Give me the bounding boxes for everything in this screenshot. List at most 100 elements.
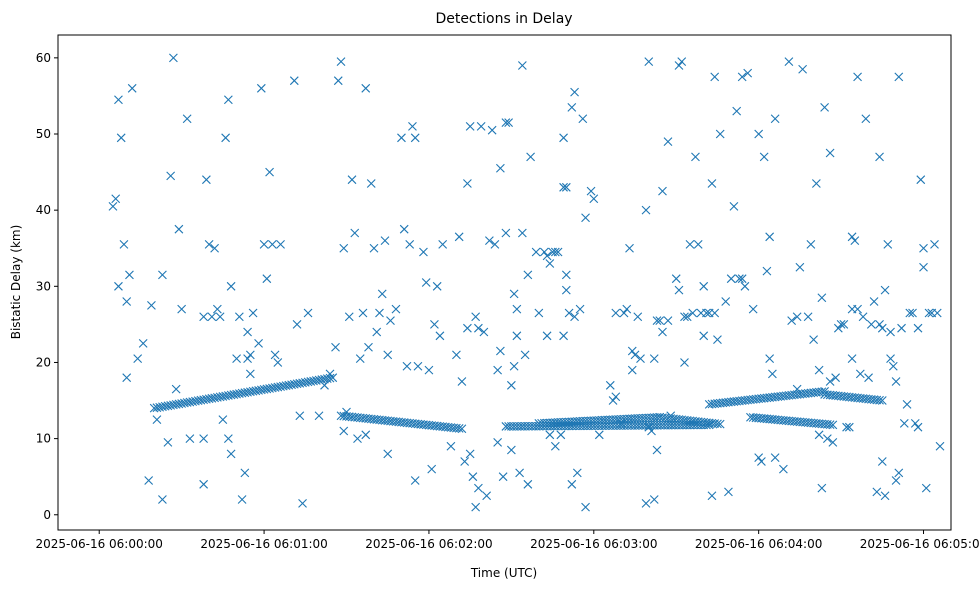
- data-point: [553, 247, 563, 257]
- data-point: [501, 118, 511, 127]
- data-point: [715, 419, 725, 429]
- data-point: [853, 304, 862, 314]
- data-point: [809, 335, 819, 345]
- data-point: [663, 137, 673, 147]
- data-point: [627, 346, 637, 356]
- data-point: [339, 426, 349, 436]
- y-tick-label: 0: [43, 508, 51, 522]
- data-point: [215, 312, 225, 322]
- data-point: [545, 430, 555, 440]
- data-point: [875, 319, 884, 329]
- data-point: [199, 434, 209, 444]
- data-point: [883, 240, 893, 249]
- data-point: [171, 384, 181, 394]
- data-point: [875, 152, 884, 162]
- data-point: [509, 289, 519, 299]
- data-point: [735, 274, 744, 284]
- data-point: [506, 380, 516, 390]
- y-tick-label: 20: [36, 355, 51, 369]
- data-point: [276, 240, 285, 249]
- data-point: [421, 278, 431, 287]
- data-point: [699, 331, 709, 341]
- data-point: [344, 312, 354, 322]
- data-point: [567, 102, 577, 112]
- data-point: [658, 327, 667, 337]
- data-point: [787, 316, 797, 325]
- data-point: [688, 308, 698, 318]
- chart-title: Detections in Delay: [435, 11, 572, 27]
- data-point: [342, 407, 351, 417]
- data-point: [792, 384, 802, 394]
- data-point: [847, 232, 857, 242]
- x-tick-label: 2025-06-16 06:01:00: [200, 537, 327, 551]
- data-point: [435, 331, 445, 341]
- data-point: [743, 68, 753, 78]
- data-point: [913, 323, 923, 333]
- data-point: [811, 179, 821, 188]
- data-point: [273, 358, 283, 367]
- data-point: [550, 247, 560, 257]
- data-point: [468, 472, 478, 482]
- data-point: [512, 331, 522, 341]
- data-point: [589, 194, 599, 204]
- data-point: [366, 179, 376, 188]
- data-point: [372, 327, 382, 337]
- data-point: [243, 354, 252, 364]
- data-point: [446, 441, 456, 451]
- data-point: [737, 72, 747, 82]
- data-point: [611, 392, 621, 402]
- data-point: [570, 312, 579, 322]
- data-point: [270, 350, 280, 360]
- y-tick-label: 10: [36, 432, 51, 446]
- data-point: [212, 304, 222, 314]
- data-point: [325, 373, 335, 383]
- data-point: [221, 133, 230, 143]
- data-point: [737, 274, 747, 284]
- data-point: [474, 323, 483, 333]
- data-point: [611, 308, 621, 318]
- data-point: [207, 312, 217, 322]
- data-point: [707, 179, 717, 188]
- data-point: [932, 308, 942, 318]
- data-point: [182, 114, 192, 124]
- data-point: [474, 483, 483, 493]
- data-point: [880, 285, 890, 295]
- data-point: [147, 300, 156, 310]
- data-point: [817, 293, 827, 303]
- data-point: [303, 308, 313, 318]
- data-point: [210, 243, 220, 253]
- data-point: [877, 396, 887, 405]
- data-point: [542, 331, 552, 341]
- data-point: [702, 308, 711, 318]
- data-point: [204, 240, 214, 249]
- data-point: [520, 350, 530, 360]
- data-point: [567, 479, 577, 489]
- data-point: [682, 312, 692, 322]
- data-point: [223, 95, 233, 105]
- data-point: [894, 72, 904, 82]
- data-point: [495, 163, 505, 173]
- data-point: [122, 297, 132, 306]
- data-point: [715, 129, 725, 139]
- data-point: [245, 350, 255, 360]
- data-point: [833, 323, 843, 333]
- data-point: [325, 369, 335, 379]
- data-point: [875, 395, 884, 405]
- data-point: [328, 373, 338, 383]
- data-point: [908, 308, 917, 318]
- data-point: [380, 236, 390, 246]
- y-tick-label: 30: [36, 279, 51, 293]
- data-point: [254, 339, 263, 348]
- data-point: [152, 415, 162, 424]
- data-point: [504, 118, 514, 127]
- data-point: [677, 57, 687, 67]
- data-point: [858, 312, 868, 322]
- data-point: [921, 483, 931, 493]
- data-point: [114, 95, 123, 105]
- data-point: [866, 319, 876, 329]
- data-point: [361, 430, 371, 440]
- x-axis-label: Time (UTC): [470, 566, 537, 580]
- data-point: [550, 441, 560, 451]
- data-point: [880, 491, 890, 501]
- data-point: [234, 312, 244, 322]
